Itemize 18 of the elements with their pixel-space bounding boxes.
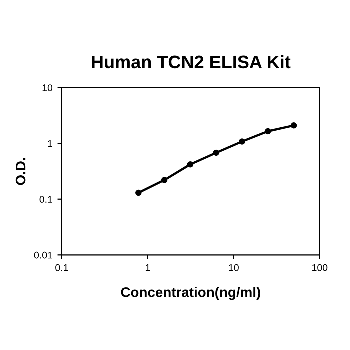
point: [187, 162, 194, 168]
x-tick-label: 100: [312, 264, 328, 272]
point: [239, 138, 246, 145]
x-tick-label: 10: [229, 264, 239, 272]
chart-title: Human TCN2 ELISA Kit: [92, 55, 291, 69]
point: [213, 150, 220, 156]
y-axis-title: O.D.: [16, 158, 26, 186]
x-tick-label: 1: [146, 264, 150, 272]
point: [265, 128, 272, 135]
x-tick-label: 0.1: [56, 264, 68, 272]
point: [136, 190, 142, 196]
y-tick-label: 0.01: [34, 252, 52, 259]
point: [290, 122, 298, 129]
y-tick-label: 10: [42, 84, 53, 92]
y-tick-label: 0.1: [40, 196, 52, 203]
y-tick-label: 1: [48, 140, 52, 148]
x-axis-title: Concentration(ng/ml): [121, 287, 260, 300]
point: [161, 177, 168, 184]
